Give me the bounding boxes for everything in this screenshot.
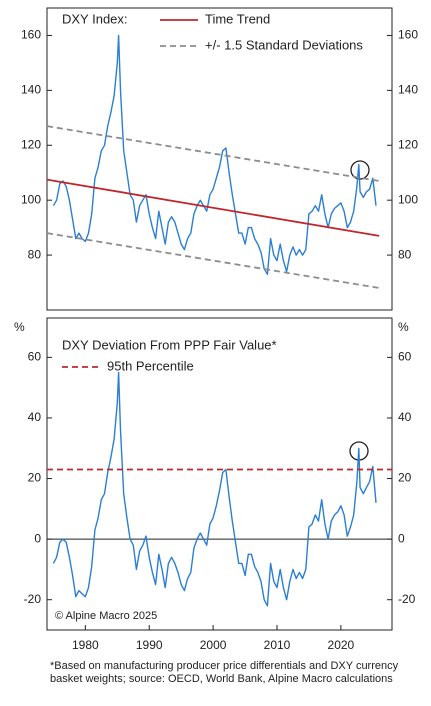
plot-frame [46, 7, 393, 311]
chart-title: DXY Index: [62, 11, 128, 26]
y-tick-label: 40 [398, 410, 412, 424]
plot-frame [46, 317, 393, 631]
legend-label: +/- 1.5 Standard Deviations [205, 37, 363, 52]
y-tick-label: 40 [28, 410, 42, 424]
y-tick-label: 60 [28, 350, 42, 364]
y-unit: % [14, 320, 25, 334]
y-tick-label: 160 [398, 28, 418, 42]
y-tick-label: -20 [24, 592, 42, 606]
y-tick-label: 100 [21, 192, 41, 206]
x-tick-label: 2010 [264, 638, 291, 652]
data-line [52, 34, 377, 275]
data-line [52, 371, 377, 607]
y-tick-label: 100 [398, 192, 418, 206]
x-tick-label: 1980 [72, 638, 99, 652]
y-tick-label: 120 [21, 137, 41, 151]
annotation: © Alpine Macro 2025 [55, 610, 157, 622]
footnote: *Based on manufacturing producer price d… [50, 660, 399, 685]
y-tick-label: 20 [28, 471, 42, 485]
y-tick-label: 80 [28, 247, 42, 261]
y-tick-label: 80 [398, 247, 412, 261]
y-tick-label: -20 [398, 592, 416, 606]
data-line [46, 232, 380, 289]
y-tick-label: 160 [21, 28, 41, 42]
x-tick-label: 2000 [200, 638, 227, 652]
x-tick-label: 1990 [136, 638, 163, 652]
y-tick-label: 120 [398, 137, 418, 151]
y-tick-label: 0 [398, 531, 405, 545]
chart-title: DXY Deviation From PPP Fair Value* [62, 337, 277, 352]
data-line [46, 125, 380, 182]
x-tick-label: 2020 [328, 638, 355, 652]
data-line [46, 178, 380, 237]
legend-label: Time Trend [205, 11, 270, 26]
y-tick-label: 140 [21, 83, 41, 97]
legend-label: 95th Percentile [107, 358, 194, 373]
chart: 80 80 100 100 120 120 140 140 160 160 DXY Index: Ti… [14, 7, 418, 652]
y-tick-label: 140 [398, 83, 418, 97]
y-tick-label: 20 [398, 471, 412, 485]
y-unit: % [398, 320, 409, 334]
y-tick-label: 60 [398, 350, 412, 364]
y-tick-label: 0 [34, 531, 41, 545]
